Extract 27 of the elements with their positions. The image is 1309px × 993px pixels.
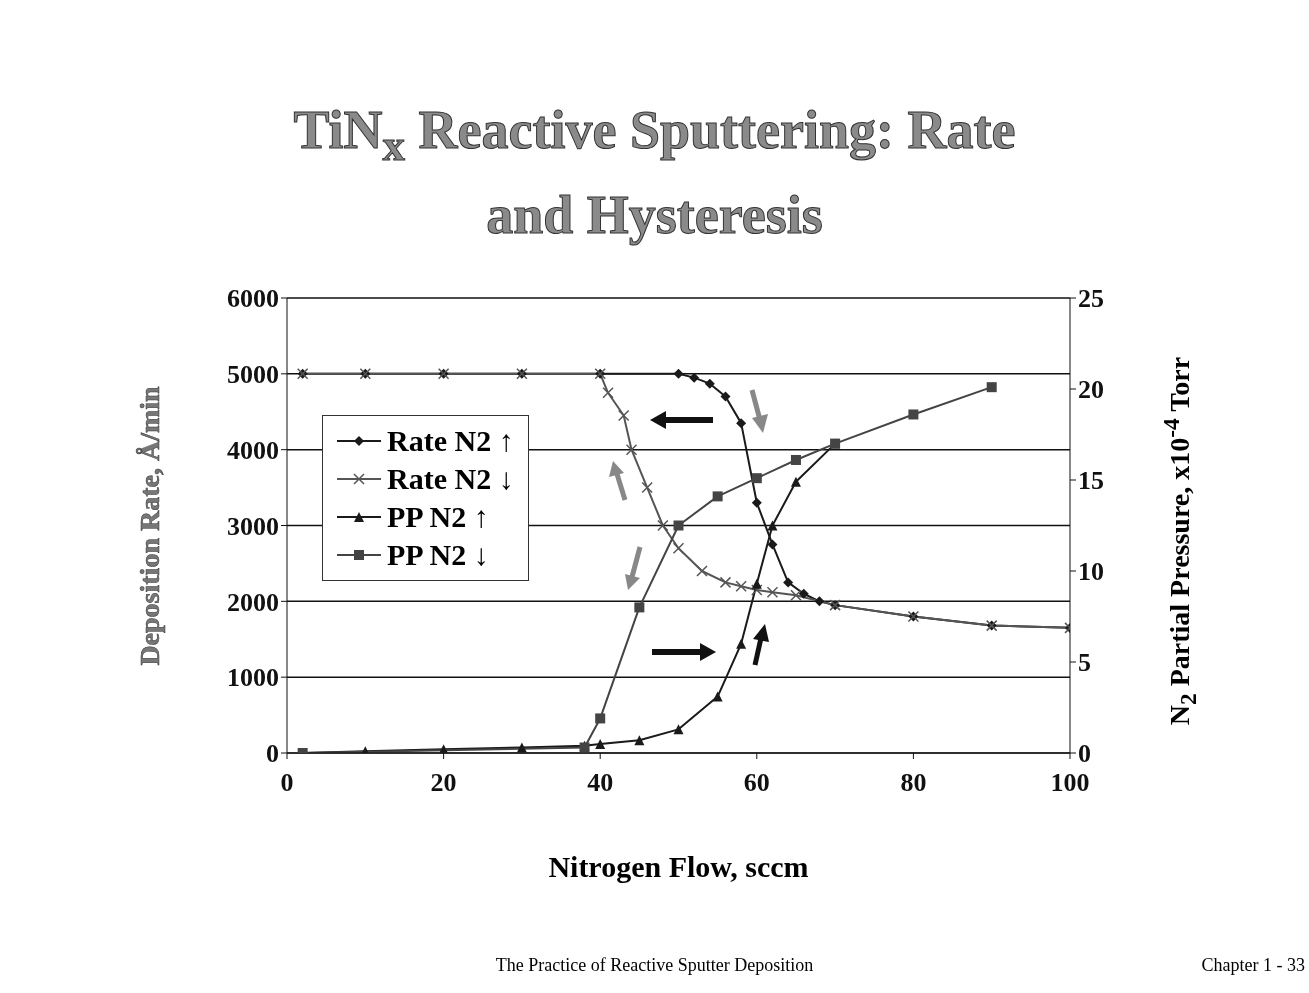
y-tick-label: 4000 [227, 435, 279, 465]
x-tick-label: 20 [430, 768, 457, 798]
legend-label: Rate N2 ↑ [387, 423, 514, 459]
x-tick-label: 100 [1050, 768, 1090, 798]
y-tick-label: 3000 [227, 511, 279, 541]
y2-tick-label: 0 [1078, 739, 1091, 769]
y-tick-label: 1000 [227, 663, 279, 693]
text: The Practice of Reactive Sputter Deposition [495, 955, 814, 975]
x-tick-label: 60 [743, 768, 770, 798]
y2-tick-label: 5 [1078, 648, 1091, 678]
y-tick-label: 0 [266, 739, 279, 769]
x-tick-label: 40 [587, 768, 614, 798]
legend-label: PP N2 ↓ [387, 537, 489, 573]
y-axis-title: Deposition Rate, Å/min [134, 385, 166, 666]
chart-title: TiN$_{x}$ Reactive Sputtering: Rate and Hysteresis [292, 99, 1017, 247]
y2-tick-label: 15 [1078, 466, 1104, 496]
y2-tick-label: 10 [1078, 557, 1104, 587]
y-tick-label: 6000 [227, 284, 279, 314]
legend-label: Rate N2 ↓ [387, 461, 514, 497]
x-tick-label: 80 [900, 768, 927, 798]
y-tick-label: 2000 [227, 587, 279, 617]
y2-tick-label: 20 [1078, 375, 1104, 405]
y-tick-label: 5000 [227, 360, 279, 390]
x-axis-title: Nitrogen Flow, sccm [547, 850, 810, 884]
text: Chapter 1 - 33 [1201, 955, 1305, 976]
legend-label: PP N2 ↑ [387, 499, 489, 535]
y2-tick-label: 25 [1078, 284, 1104, 314]
